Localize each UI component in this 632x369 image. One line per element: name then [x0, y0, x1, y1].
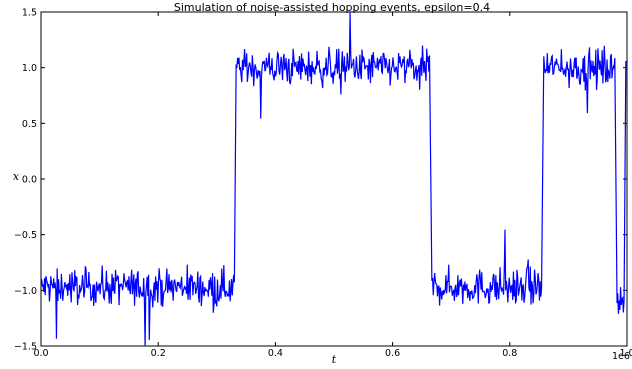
x-tick-label: 0.2 [151, 348, 166, 359]
plot-area: 0.0 0.2 0.4 0.6 0.8 1.0 −1.5 −1.0 −0.5 0.0 0.5 1.0… [14, 8, 632, 360]
x-tick-label: 0.4 [268, 348, 283, 359]
y-tick-label: 0.5 [22, 119, 37, 130]
x-tick-label: 0.0 [33, 348, 48, 359]
x-offset-label: 1e6 [612, 351, 630, 362]
series-line [40, 11, 628, 347]
x-tick-label: 0.6 [385, 348, 400, 359]
x-tick-label: 1.0 [619, 348, 632, 359]
y-tick-label: 1.5 [22, 8, 37, 19]
chart-title: Simulation of noise-assisted hopping eve… [174, 1, 490, 14]
y-axis-label: x [13, 170, 20, 183]
y-axis-ticks: −1.5 −1.0 −0.5 0.0 0.5 1.0 1.5 [14, 8, 627, 353]
y-tick-label: −1.5 [14, 342, 37, 353]
y-tick-label: 1.0 [22, 63, 37, 74]
x-axis-label: t [332, 353, 337, 366]
y-tick-label: 0.0 [22, 175, 37, 186]
y-tick-label: −1.0 [14, 286, 37, 297]
y-tick-label: −0.5 [14, 230, 37, 241]
x-axis-ticks: 0.0 0.2 0.4 0.6 0.8 1.0 [33, 12, 632, 359]
x-tick-label: 0.8 [502, 348, 517, 359]
